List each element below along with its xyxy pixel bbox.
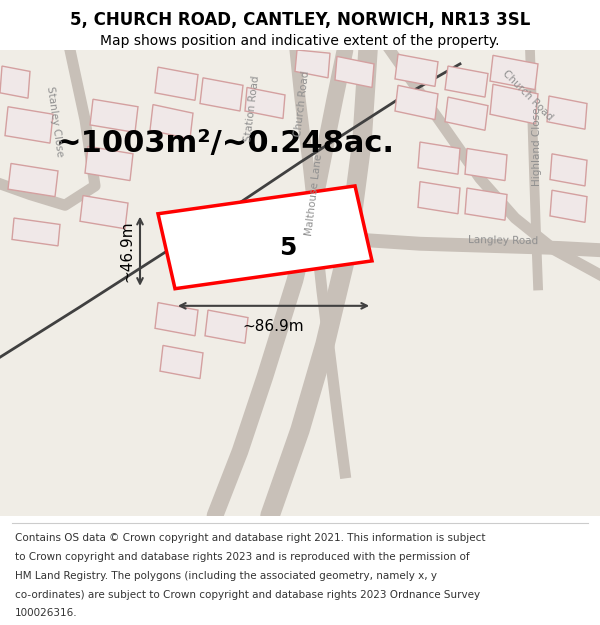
Polygon shape xyxy=(335,56,374,88)
Text: Map shows position and indicative extent of the property.: Map shows position and indicative extent… xyxy=(100,34,500,48)
Text: 5, CHURCH ROAD, CANTLEY, NORWICH, NR13 3SL: 5, CHURCH ROAD, CANTLEY, NORWICH, NR13 3… xyxy=(70,11,530,29)
Polygon shape xyxy=(8,164,58,197)
Polygon shape xyxy=(550,154,587,186)
Text: Langley Road: Langley Road xyxy=(468,235,538,246)
Polygon shape xyxy=(200,78,243,111)
Text: Stanley Close: Stanley Close xyxy=(45,86,65,158)
Polygon shape xyxy=(395,54,438,86)
Text: HM Land Registry. The polygons (including the associated geometry, namely x, y: HM Land Registry. The polygons (includin… xyxy=(15,571,437,581)
Polygon shape xyxy=(90,99,138,132)
Polygon shape xyxy=(295,50,330,78)
Text: Highland Close: Highland Close xyxy=(532,107,542,186)
Polygon shape xyxy=(205,310,248,343)
Text: ~86.9m: ~86.9m xyxy=(242,319,304,334)
Text: to Crown copyright and database rights 2023 and is reproduced with the permissio: to Crown copyright and database rights 2… xyxy=(15,552,470,562)
Text: ~1003m²/~0.248ac.: ~1003m²/~0.248ac. xyxy=(56,129,395,158)
Polygon shape xyxy=(155,67,198,100)
Text: Station Road: Station Road xyxy=(243,75,261,142)
Polygon shape xyxy=(465,149,507,181)
Polygon shape xyxy=(445,66,488,97)
Polygon shape xyxy=(85,146,133,181)
Polygon shape xyxy=(80,196,128,229)
Polygon shape xyxy=(0,66,30,98)
Text: Contains OS data © Crown copyright and database right 2021. This information is : Contains OS data © Crown copyright and d… xyxy=(15,533,485,543)
Polygon shape xyxy=(395,86,438,119)
Text: 5: 5 xyxy=(280,236,296,260)
Polygon shape xyxy=(550,190,587,222)
Polygon shape xyxy=(5,107,53,143)
Text: Church Road: Church Road xyxy=(501,68,555,122)
Polygon shape xyxy=(245,88,285,119)
Text: co-ordinates) are subject to Crown copyright and database rights 2023 Ordnance S: co-ordinates) are subject to Crown copyr… xyxy=(15,589,480,599)
Polygon shape xyxy=(418,182,460,214)
Polygon shape xyxy=(547,96,587,129)
Polygon shape xyxy=(465,188,507,220)
Polygon shape xyxy=(155,302,198,336)
Polygon shape xyxy=(12,218,60,246)
Polygon shape xyxy=(490,56,538,89)
Text: Church Road: Church Road xyxy=(293,70,311,137)
Polygon shape xyxy=(445,97,488,130)
Polygon shape xyxy=(160,346,203,379)
Polygon shape xyxy=(490,84,538,124)
Polygon shape xyxy=(418,142,460,174)
Text: 100026316.: 100026316. xyxy=(15,608,77,618)
Polygon shape xyxy=(150,104,193,139)
Text: Malthouse Lane: Malthouse Lane xyxy=(304,153,324,236)
Polygon shape xyxy=(158,186,372,289)
Text: ~46.9m: ~46.9m xyxy=(119,221,134,282)
